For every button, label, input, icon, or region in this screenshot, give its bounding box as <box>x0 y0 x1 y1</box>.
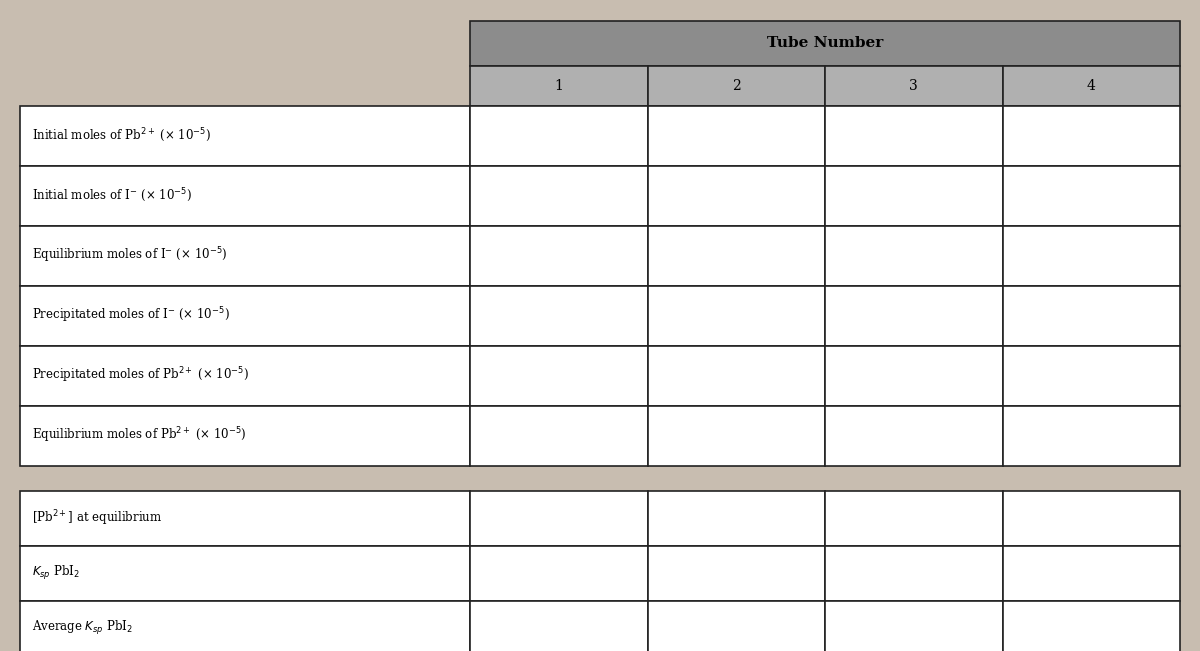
Text: Tube Number: Tube Number <box>767 36 883 50</box>
Bar <box>648 406 826 465</box>
Bar <box>470 600 648 651</box>
Bar <box>470 66 648 105</box>
Bar <box>1002 546 1180 600</box>
Text: Equilibrium moles of Pb$^{2+}$ (× 10$^{-5}$): Equilibrium moles of Pb$^{2+}$ (× 10$^{-… <box>32 426 246 445</box>
Text: Initial moles of Pb$^{2+}$ (× 10$^{-5}$): Initial moles of Pb$^{2+}$ (× 10$^{-5}$) <box>32 127 211 145</box>
Bar <box>648 546 826 600</box>
Bar <box>648 346 826 406</box>
Bar <box>826 165 1002 225</box>
Text: Average $K_{sp}$ PbI$_2$: Average $K_{sp}$ PbI$_2$ <box>32 619 133 637</box>
Bar <box>1002 600 1180 651</box>
Bar <box>20 225 470 286</box>
Bar <box>1002 225 1180 286</box>
Bar <box>20 546 470 600</box>
Bar <box>20 600 470 651</box>
Bar <box>470 20 1180 66</box>
Bar <box>826 225 1002 286</box>
Bar <box>470 165 648 225</box>
Bar <box>1002 105 1180 165</box>
Bar <box>1002 286 1180 346</box>
Bar <box>826 346 1002 406</box>
Bar <box>1002 346 1180 406</box>
Bar <box>1002 406 1180 465</box>
Text: 2: 2 <box>732 79 740 92</box>
Text: Initial moles of I$^{-}$ (× 10$^{-5}$): Initial moles of I$^{-}$ (× 10$^{-5}$) <box>32 187 192 204</box>
Bar <box>826 600 1002 651</box>
Bar <box>826 490 1002 546</box>
Text: Precipitated moles of I$^{-}$ (× 10$^{-5}$): Precipitated moles of I$^{-}$ (× 10$^{-5… <box>32 306 229 326</box>
Text: Equilibrium moles of I$^{-}$ (× 10$^{-5}$): Equilibrium moles of I$^{-}$ (× 10$^{-5}… <box>32 245 227 266</box>
Bar <box>826 66 1002 105</box>
Bar <box>1002 165 1180 225</box>
Bar <box>470 286 648 346</box>
Bar <box>648 600 826 651</box>
Bar <box>20 105 470 165</box>
Text: [Pb$^{2+}$] at equilibrium: [Pb$^{2+}$] at equilibrium <box>32 508 162 528</box>
Bar <box>1002 66 1180 105</box>
Bar <box>648 105 826 165</box>
Bar <box>470 105 648 165</box>
Bar <box>470 346 648 406</box>
Text: 4: 4 <box>1087 79 1096 92</box>
Text: 3: 3 <box>910 79 918 92</box>
Bar <box>470 225 648 286</box>
Text: $K_{sp}$ PbI$_2$: $K_{sp}$ PbI$_2$ <box>32 564 80 582</box>
Bar <box>20 165 470 225</box>
Bar <box>826 286 1002 346</box>
Bar <box>20 406 470 465</box>
Bar <box>826 105 1002 165</box>
Text: Precipitated moles of Pb$^{2+}$ (× 10$^{-5}$): Precipitated moles of Pb$^{2+}$ (× 10$^{… <box>32 366 250 385</box>
Bar <box>826 406 1002 465</box>
Bar <box>20 286 470 346</box>
Bar <box>648 490 826 546</box>
Bar <box>1002 490 1180 546</box>
Bar <box>648 286 826 346</box>
Bar <box>20 490 470 546</box>
Bar <box>470 406 648 465</box>
Bar <box>648 165 826 225</box>
Bar <box>470 490 648 546</box>
Bar <box>20 346 470 406</box>
Bar <box>648 66 826 105</box>
Bar <box>648 225 826 286</box>
Text: 1: 1 <box>554 79 563 92</box>
Bar <box>826 546 1002 600</box>
Bar <box>470 546 648 600</box>
